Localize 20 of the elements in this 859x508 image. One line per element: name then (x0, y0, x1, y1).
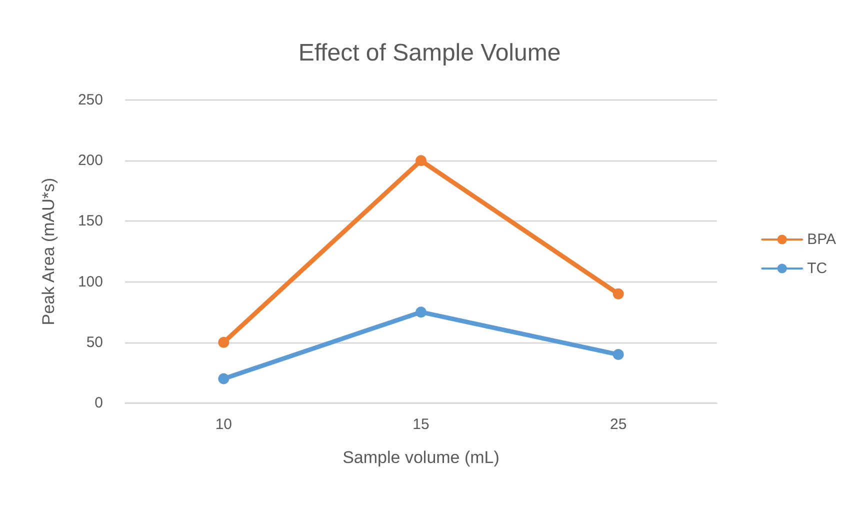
y-tick-label: 0 (94, 394, 103, 412)
x-tick-label: 15 (412, 416, 430, 433)
point (218, 336, 230, 348)
x-axis-title: Sample volume (mL) (342, 448, 500, 467)
y-tick-label: 200 (78, 152, 103, 170)
y-tick-label: 250 (78, 92, 103, 108)
chart-title: Effect of Sample Volume (298, 40, 561, 66)
x-tick-label: 25 (610, 416, 627, 433)
point (218, 373, 230, 384)
point (416, 306, 426, 318)
point (612, 288, 624, 300)
point (612, 349, 624, 360)
y-tick-label: 100 (78, 273, 103, 290)
legend-label: TC (807, 260, 828, 277)
y-axis-title: Peak Area (mAU*s) (39, 178, 58, 326)
point (416, 155, 426, 166)
y-tick-label: 50 (86, 334, 103, 351)
y-tick-label: 150 (78, 212, 103, 230)
x-tick-label: 10 (215, 416, 232, 433)
legend-label: BPA (807, 231, 836, 248)
